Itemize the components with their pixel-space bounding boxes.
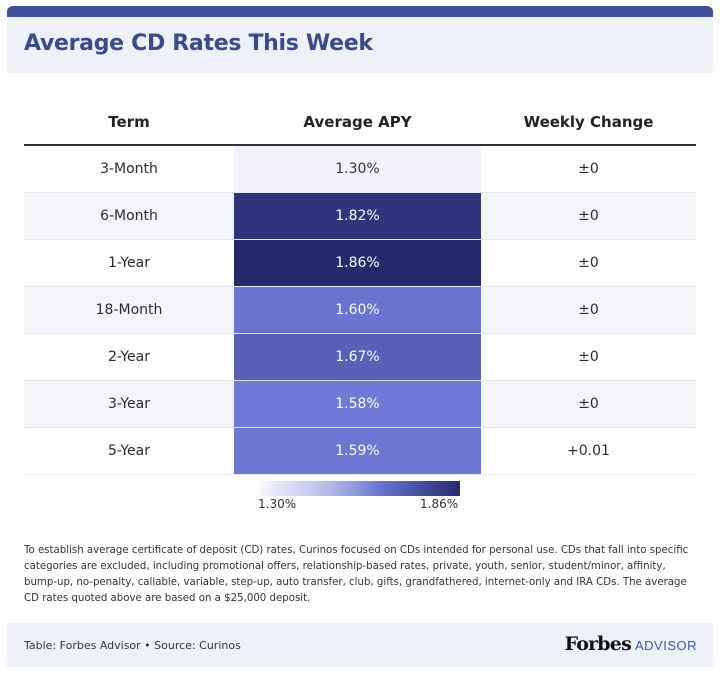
- term-cell: 5-Year: [108, 443, 150, 459]
- legend-max-label: 1.86%: [420, 497, 459, 511]
- header-apy: Average APY: [303, 113, 412, 131]
- methodology-note: To establish average certificate of depo…: [24, 545, 689, 604]
- change-cell: ±0: [578, 161, 599, 177]
- header-change: Weekly Change: [523, 113, 654, 131]
- term-cell: 6-Month: [100, 208, 158, 224]
- change-cell: ±0: [578, 396, 599, 412]
- source-credit: Table: Forbes Advisor • Source: Curinos: [24, 639, 241, 652]
- table-row: 3-Month 1.30% ±0: [24, 146, 696, 193]
- header-term: Term: [108, 113, 150, 131]
- top-accent-bar: [7, 6, 713, 20]
- term-cell: 3-Month: [100, 161, 158, 177]
- term-cell: 2-Year: [108, 349, 150, 365]
- cd-rates-table: Term Average APY Weekly Change 3-Month 1…: [24, 100, 696, 475]
- table-row: 3-Year 1.58% ±0: [24, 381, 696, 428]
- footer: Table: Forbes Advisor • Source: Curinos …: [7, 623, 713, 667]
- header: Average CD Rates This Week: [7, 17, 713, 73]
- change-cell: ±0: [578, 302, 599, 318]
- apy-cell: 1.67%: [234, 334, 481, 380]
- apy-cell: 1.60%: [234, 287, 481, 333]
- apy-cell: 1.82%: [234, 193, 481, 239]
- table-row: 5-Year 1.59% +0.01: [24, 428, 696, 475]
- change-cell: ±0: [578, 349, 599, 365]
- table-row: 6-Month 1.82% ±0: [24, 193, 696, 240]
- change-cell: ±0: [578, 255, 599, 271]
- change-cell: ±0: [578, 208, 599, 224]
- page-title: Average CD Rates This Week: [24, 31, 373, 56]
- apy-cell: 1.86%: [234, 240, 481, 286]
- change-cell: +0.01: [567, 443, 610, 459]
- table-header: Term Average APY Weekly Change: [24, 100, 696, 146]
- table-row: 18-Month 1.60% ±0: [24, 287, 696, 334]
- term-cell: 18-Month: [95, 302, 163, 318]
- apy-cell: 1.59%: [234, 428, 481, 474]
- term-cell: 3-Year: [108, 396, 150, 412]
- apy-cell: 1.58%: [234, 381, 481, 427]
- color-scale-legend: [260, 481, 460, 496]
- legend-min-label: 1.30%: [258, 497, 297, 511]
- forbes-advisor-logo: Forbes ADVISOR: [564, 633, 697, 655]
- table-row: 1-Year 1.86% ±0: [24, 240, 696, 287]
- term-cell: 1-Year: [108, 255, 150, 271]
- apy-cell: 1.30%: [234, 146, 481, 192]
- table-row: 2-Year 1.67% ±0: [24, 334, 696, 381]
